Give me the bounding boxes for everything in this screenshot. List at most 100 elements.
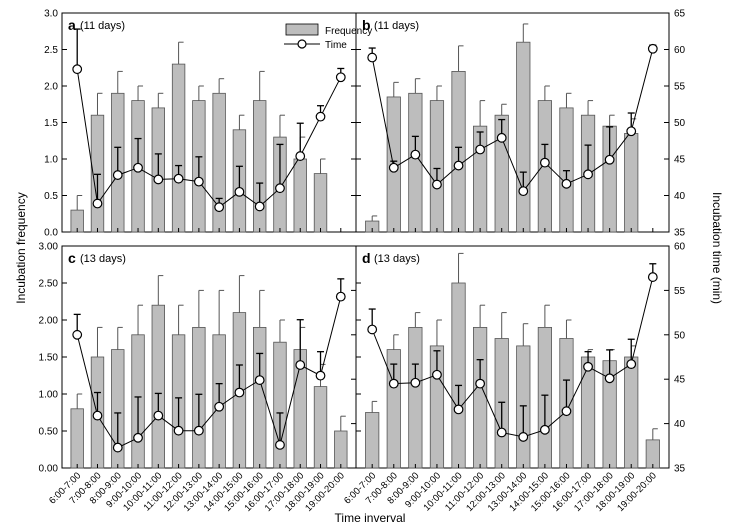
time-point [275, 440, 285, 450]
legend: Frequency Time [284, 23, 372, 51]
panel-letter: c [68, 250, 76, 266]
y-tick-label-left: 0.5 [44, 191, 58, 202]
panel-b: 35 40 45 50 55 60 65 b (11 days) [355, 9, 686, 239]
time-point [561, 406, 572, 417]
time-point [133, 162, 143, 173]
time-point [388, 162, 399, 173]
y-tick-label-right: 65 [674, 9, 686, 20]
y-tick-label-right: 60 [674, 45, 686, 56]
time-point [496, 132, 507, 143]
panel-a: 0.0 0.5 1.0 1.5 2.0 2.5 3.0 a (11 days) [44, 9, 357, 239]
y-tick-label-left: 0.0 [44, 228, 58, 239]
time-point [234, 186, 245, 197]
time-point [335, 291, 346, 302]
time-point [214, 401, 225, 412]
panel-subtitle: (11 days) [374, 20, 419, 32]
frequency-bar [559, 107, 574, 233]
time-point [604, 154, 615, 165]
time-point [173, 173, 184, 184]
y-tick-label-left: 2.00 [39, 316, 59, 327]
frequency-bar [624, 356, 639, 469]
y-tick-label-left: 1.50 [39, 353, 59, 364]
time-point [72, 64, 83, 75]
time-point [92, 198, 103, 209]
time-point [647, 272, 658, 282]
time-point [295, 360, 306, 370]
y-tick-label-right: 60 [674, 242, 686, 253]
time-point [583, 169, 593, 180]
y-tick-label-left: 2.5 [44, 45, 58, 56]
panel-c: 0.000.501.001.502.002.503.006:00-7:007:0… [39, 242, 357, 514]
y-tick-label-right: 55 [674, 82, 686, 93]
time-point [518, 432, 529, 442]
frequency-bar [293, 158, 307, 233]
time-point [367, 52, 378, 63]
x-axis-label: Time inverval [335, 511, 406, 525]
panel-letter: a [68, 17, 76, 33]
time-point [153, 410, 164, 421]
time-point [388, 378, 399, 389]
time-point [234, 387, 245, 398]
time-point [432, 179, 442, 190]
time-point [453, 404, 464, 415]
time-point [518, 186, 529, 197]
time-point [626, 126, 637, 137]
time-point [112, 442, 123, 453]
time-point [410, 377, 421, 388]
legend-line-marker [297, 39, 307, 49]
y-tick-label-right: 35 [674, 228, 686, 239]
time-point [315, 370, 326, 381]
y-tick-label-left: 1.0 [44, 155, 58, 166]
time-point [335, 72, 346, 83]
time-point [133, 432, 143, 443]
y-tick-label-right: 35 [674, 464, 686, 475]
frequency-bar [171, 63, 186, 233]
time-point [453, 160, 464, 171]
panel-d: 3540455055606:00-7:007:00-8:008:00-9:009… [342, 242, 685, 514]
frequency-bar [408, 92, 423, 233]
y-axis-label-left: Incubation frequency [14, 192, 28, 303]
frequency-bar [313, 386, 328, 469]
time-point [295, 151, 306, 161]
time-point [583, 361, 593, 372]
panel-letter: b [362, 17, 371, 33]
time-point [496, 427, 507, 438]
time-point [193, 425, 204, 436]
frequency-bar [253, 100, 267, 233]
time-point [539, 157, 550, 168]
time-point [173, 425, 184, 436]
y-tick-label-left: 0.00 [39, 464, 59, 475]
panels: 0.0 0.5 1.0 1.5 2.0 2.5 3.0 a (11 days) 35 40 45 50 5… [39, 9, 686, 514]
frequency-bar [473, 326, 488, 469]
legend-line-label: Time [325, 40, 347, 51]
time-point [604, 373, 615, 384]
panel-subtitle: (11 days) [80, 20, 125, 32]
y-tick-label-left: 3.00 [39, 242, 59, 253]
frequency-bar [451, 282, 466, 469]
time-point [92, 410, 103, 421]
time-point [475, 378, 486, 389]
legend-bar-swatch [285, 23, 319, 36]
panel-frame [355, 12, 670, 233]
time-point [475, 144, 486, 155]
panel-subtitle: (13 days) [374, 253, 420, 265]
y-tick-label-right: 40 [674, 419, 686, 430]
time-point [432, 369, 442, 380]
panel-letter: d [362, 250, 371, 266]
y-tick-label-right: 40 [674, 191, 686, 202]
y-tick-label-left: 0.50 [39, 427, 59, 438]
frequency-bar [580, 356, 596, 469]
time-point [275, 183, 285, 194]
time-point [254, 201, 265, 212]
legend-bar-label: Frequency [325, 26, 372, 37]
frequency-bar [151, 304, 165, 469]
frequency-bar [365, 412, 380, 469]
time-point [626, 359, 637, 370]
panel-frame [61, 12, 357, 233]
y-tick-label-right: 50 [674, 330, 686, 341]
time-point [539, 424, 550, 435]
time-point [561, 178, 572, 189]
y-axis-label-right: Incubation time (min) [710, 192, 724, 304]
y-tick-label-left: 1.5 [44, 118, 58, 129]
time-point [254, 375, 265, 385]
